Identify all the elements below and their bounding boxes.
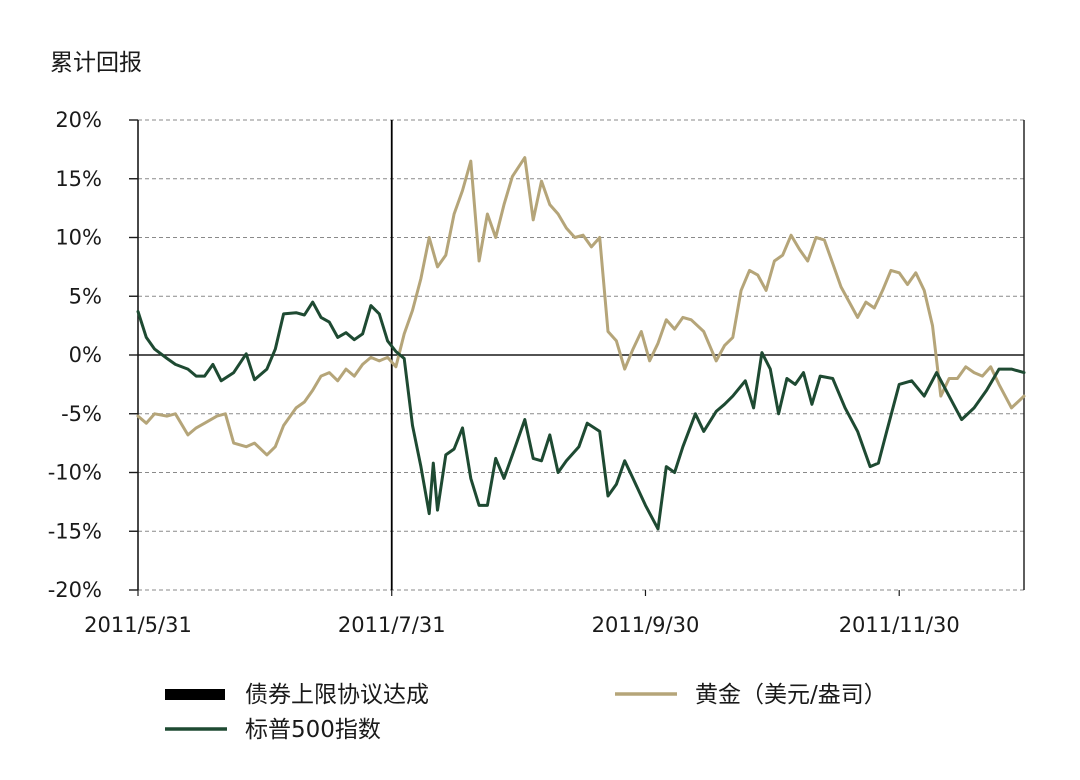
y-tick-label: -20% [48, 578, 102, 602]
y-tick-label: 15% [55, 167, 102, 191]
x-tick-label: 2011/5/31 [84, 613, 192, 637]
y-tick-label: -5% [61, 402, 102, 426]
x-tick-label: 2011/11/30 [839, 613, 960, 637]
x-tick-label: 2011/7/31 [338, 613, 446, 637]
series-line-sp500 [136, 300, 1026, 531]
y-tick-label: 20% [55, 108, 102, 132]
y-tick-label: 0% [69, 343, 102, 367]
y-axis-title: 累计回报 [50, 50, 142, 76]
axes [129, 119, 1025, 596]
y-tick-label: 5% [69, 284, 102, 308]
y-tick-label: -10% [48, 461, 102, 485]
tick-labels: 20% 15% 10% 5% 0% -5% -10% -15% -20% 2011/5/31 201… [48, 108, 960, 637]
x-tick-label: 2011/9/30 [592, 613, 700, 637]
legend-label: 债券上限协议达成 [245, 682, 429, 708]
legend-label: 标普500指数 [245, 717, 381, 743]
legend-swatch-event [165, 689, 225, 700]
y-tick-label: 10% [55, 226, 102, 250]
legend-label: 黄金（美元/盎司） [695, 682, 887, 708]
series-group [136, 156, 1026, 531]
y-tick-label: -15% [48, 519, 102, 543]
series-line-gold [136, 156, 1026, 457]
gridlines [138, 119, 1024, 591]
